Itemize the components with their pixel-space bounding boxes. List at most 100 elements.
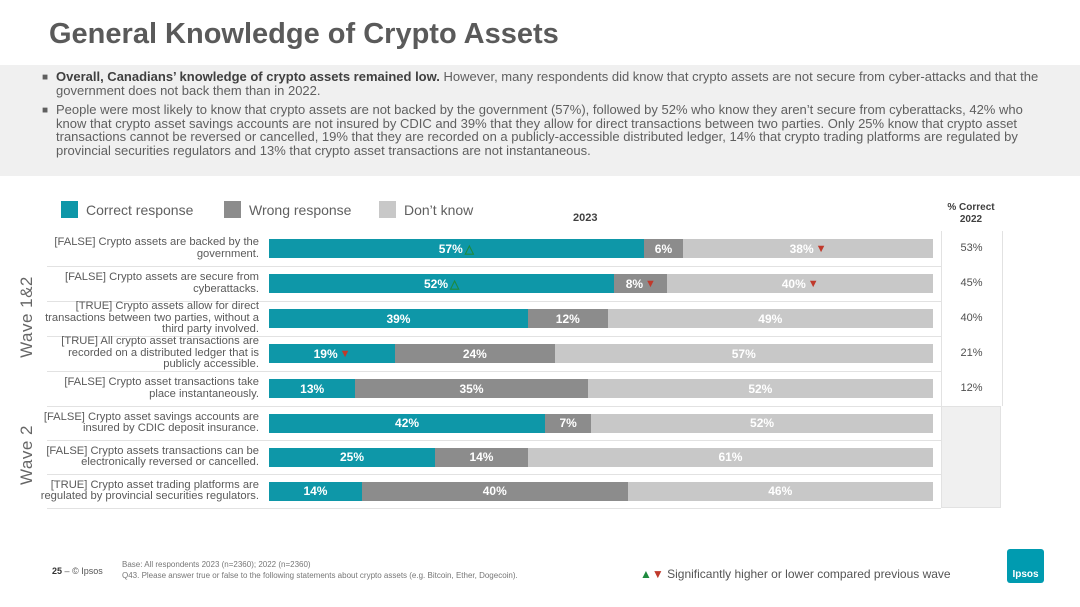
row-label: [FALSE] Crypto assets are secure from cy…: [65, 271, 259, 295]
bar-dontknow: 52%: [587, 379, 933, 398]
chart-year-label: 2023: [573, 212, 598, 224]
bar-wrong: 35%: [355, 379, 588, 398]
bar-value-label: 38%: [789, 241, 814, 256]
bar-value-label: 7%: [559, 416, 577, 430]
row-divider: [47, 508, 941, 509]
row-divider: [47, 336, 941, 337]
bar-dontknow: 57%: [554, 344, 933, 363]
bar-value-label: 52%: [748, 381, 773, 396]
bar-wrong: 12%: [527, 309, 608, 328]
bar-value-label: 35%: [459, 381, 484, 396]
pct-correct-2022-value: 21%: [960, 346, 983, 359]
row-divider: [47, 474, 941, 475]
bar-dontknow: 52%: [591, 413, 933, 433]
footer-base: Base: All respondents 2023 (n=2360); 202…: [122, 560, 311, 569]
bar-value-label: 52%: [424, 276, 449, 291]
bar-value-label: 6%: [654, 241, 673, 256]
legend-dontknow-label: Don’t know: [404, 201, 474, 218]
row-label: [FALSE] Crypto assets are backed by the …: [54, 236, 259, 260]
bar-value-label: 40%: [482, 484, 507, 498]
bar-value-label: 13%: [300, 381, 325, 396]
legend-dontknow: Don’t know: [379, 201, 473, 218]
bar-value-label: 57%: [731, 346, 756, 361]
triangle-down-icon: ▼: [645, 277, 656, 290]
bar-dontknow: 46%: [627, 481, 933, 501]
bar-correct: 13%: [269, 379, 356, 398]
row-label: [FALSE] Crypto assets transactions can b…: [46, 444, 259, 468]
pct-2022-column: [941, 231, 1003, 406]
bar-correct: 14%: [269, 481, 362, 501]
bar-value-label: 46%: [768, 484, 793, 498]
page-dash: –: [64, 566, 70, 576]
bar-value-label: 19%: [313, 346, 338, 361]
bar-value-label: 39%: [386, 311, 411, 326]
row-divider: [47, 406, 941, 407]
triangle-up-icon: △: [464, 241, 474, 256]
wave2-label: Wave 2: [17, 425, 36, 486]
bar-value-label: 49%: [758, 311, 783, 326]
bar-correct: 52% △: [269, 274, 615, 293]
bullet-marker: ■: [42, 72, 49, 83]
bar-dontknow: 40% ▼: [667, 274, 933, 293]
bar-wrong: 14%: [435, 447, 528, 467]
bar-dontknow: 38% ▼: [683, 239, 933, 258]
row-divider: [47, 371, 941, 372]
bullet-marker: ■: [42, 105, 49, 116]
bar-wrong: 8% ▼: [614, 274, 668, 293]
bar-wrong: 40%: [361, 481, 628, 501]
significance-legend-text: Significantly higher or lower compared p…: [667, 567, 951, 581]
row-label: [FALSE] Crypto asset transactions take p…: [64, 376, 259, 400]
legend-wrong: Wrong response: [224, 201, 351, 218]
pct-correct-2022-value: 53%: [960, 241, 983, 254]
pct-correct-2022-value: 12%: [960, 381, 983, 394]
bar-dontknow: 61%: [527, 447, 933, 467]
pct-correct-2022-value: 40%: [960, 311, 983, 324]
summary-bullet-1-bold: Overall, Canadians’ knowledge of crypto …: [56, 69, 440, 84]
bar-correct: 57% △: [269, 239, 644, 258]
bar-value-label: 57%: [438, 241, 463, 256]
row-divider: [47, 440, 941, 441]
legend-correct: Correct response: [61, 201, 193, 218]
wave2-empty-column: [941, 406, 1001, 508]
triangle-up-icon: △: [450, 276, 460, 291]
bar-value-label: 24%: [462, 346, 487, 361]
footer-question: Q43. Please answer true or false to the …: [122, 571, 518, 580]
significance-legend: ▲▼ Significantly higher or lower compare…: [640, 567, 951, 581]
bar-value-label: 14%: [303, 484, 328, 498]
triangle-down-icon: ▼: [815, 242, 827, 255]
ipsos-logo: Ipsos: [1007, 549, 1044, 583]
wave1-label: Wave 1&2: [17, 276, 36, 358]
page-number: 25: [52, 566, 63, 576]
bar-correct: 19% ▼: [269, 344, 396, 363]
row-label: [FALSE] Crypto asset savings accounts ar…: [43, 410, 259, 434]
bar-correct: 42%: [269, 413, 546, 433]
bar-value-label: 61%: [718, 450, 743, 464]
page-title: General Knowledge of Crypto Assets: [49, 18, 559, 50]
bar-value-label: 42%: [395, 416, 420, 430]
bar-correct: 25%: [269, 447, 435, 467]
legend-dontknow-swatch: [379, 201, 396, 218]
summary-bullet-2-text: People were most likely to know that cry…: [56, 102, 1023, 158]
footer-page: 25 – © Ipsos: [52, 566, 103, 576]
bar-dontknow: 49%: [607, 309, 933, 328]
legend-wrong-label: Wrong response: [249, 201, 352, 218]
bar-value-label: 25%: [339, 450, 365, 464]
row-label: [TRUE] Crypto asset trading platforms ar…: [40, 478, 259, 502]
bar-value-label: 14%: [469, 450, 494, 464]
summary-bullet-1-text: However, many respondents did know that …: [56, 69, 1039, 98]
pct-correct-2022-header: % Correct 2022: [947, 202, 995, 225]
summary-box: [0, 65, 1080, 176]
legend-correct-label: Correct response: [86, 201, 194, 218]
triangle-down-icon: ▼: [807, 277, 819, 290]
pct-correct-2022-value: 45%: [960, 276, 983, 289]
legend-correct-swatch: [61, 201, 78, 218]
bar-wrong: 24%: [395, 344, 555, 363]
bar-value-label: 8%: [625, 276, 644, 291]
footer-note: Base: All respondents 2023 (n=2360); 202…: [122, 559, 518, 581]
bar-correct: 39%: [269, 309, 528, 328]
bar-value-label: 40%: [781, 276, 806, 291]
triangle-down-icon: ▼: [651, 567, 664, 581]
triangle-down-icon: ▼: [339, 347, 351, 360]
row-divider: [47, 266, 941, 267]
bar-wrong: 7%: [545, 413, 592, 433]
